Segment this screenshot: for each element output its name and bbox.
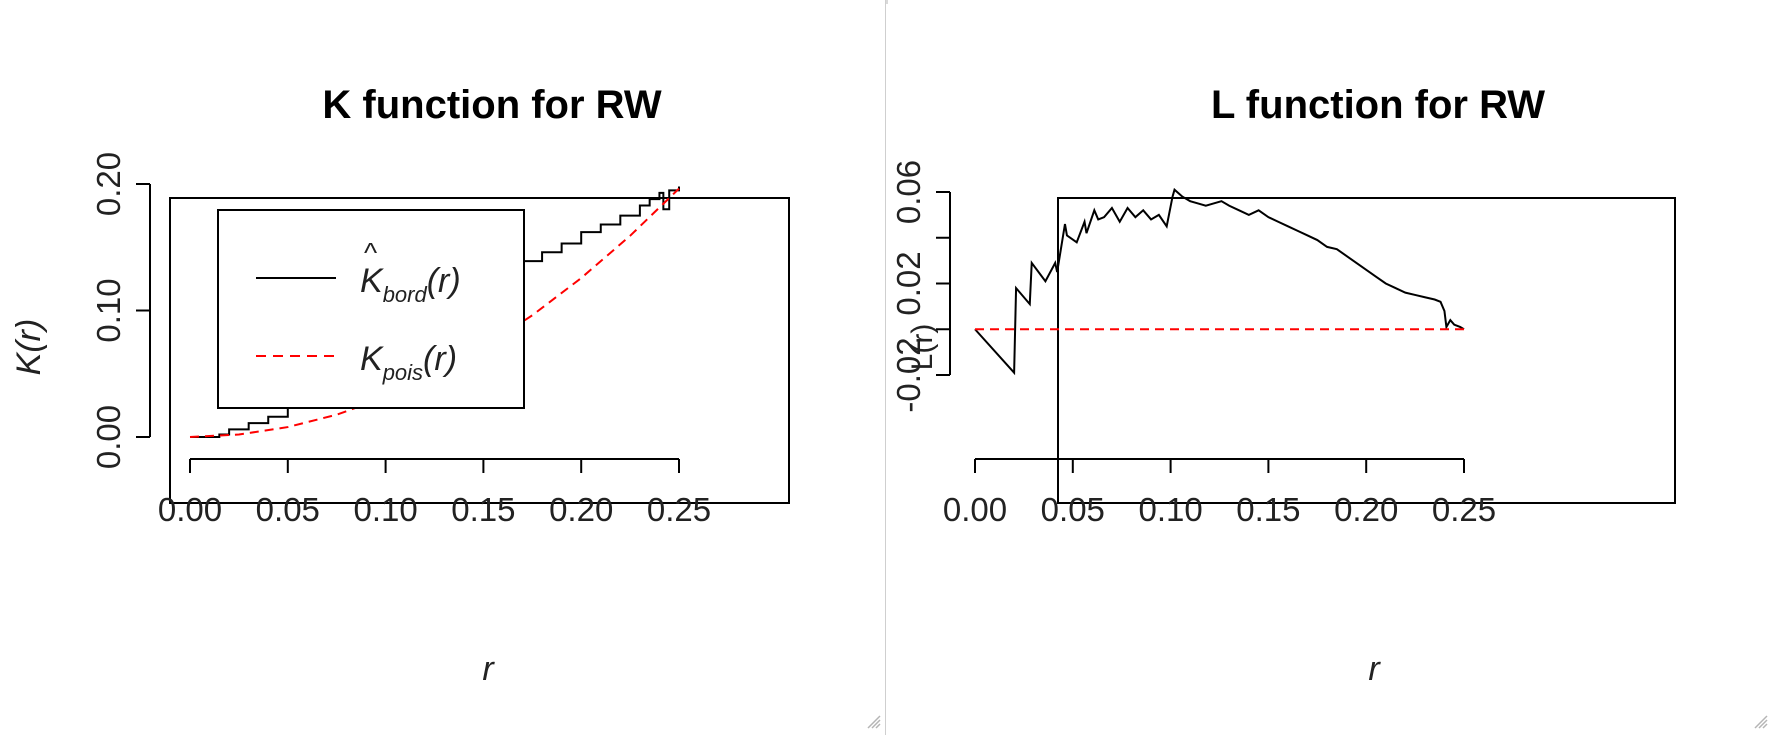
window-top-border — [0, 0, 1772, 4]
x-tick-label: 0.00 — [158, 491, 222, 528]
resize-grip-icon[interactable] — [1752, 713, 1768, 729]
chart-title: L function for RW — [1211, 83, 1545, 127]
series-layer — [974, 187, 1465, 376]
y-tick-label: 0.10 — [90, 278, 127, 342]
y-axis-label: K(r) — [10, 319, 48, 376]
x-tick-label: 0.10 — [353, 491, 417, 528]
y-tick-label: 0.06 — [890, 160, 927, 224]
l-function-panel: L function for RW 0.00 0.05 0.10 0.15 0.20 0.… — [888, 0, 1772, 735]
legend-hat-symbol: ^ — [364, 237, 377, 268]
y-axis-label: L(r) — [906, 324, 939, 371]
legend: Kbord(r) ^ Kpois(r) — [217, 209, 525, 409]
x-tick-label: 0.25 — [647, 491, 711, 528]
plot-frame — [169, 197, 790, 504]
x-tick-label: 0.15 — [1236, 491, 1300, 528]
y-tick-label: 0.00 — [90, 405, 127, 469]
y-axis: 0.00 0.10 0.20 — [90, 152, 151, 469]
y-tick-label: 0.20 — [90, 152, 127, 216]
series-1-line — [189, 187, 680, 438]
plot-frame — [1057, 197, 1676, 504]
x-tick-label: 0.20 — [1334, 491, 1398, 528]
x-axis: 0.00 0.05 0.10 0.15 0.20 0.25 — [943, 458, 1496, 528]
x-axis-label: r — [482, 650, 495, 688]
y-tick-label: -0.02 — [890, 337, 927, 412]
x-tick-label: 0.20 — [549, 491, 613, 528]
series-0-line — [974, 187, 1465, 376]
chart-title: K function for RW — [322, 83, 661, 127]
x-tick-label: 0.00 — [943, 491, 1007, 528]
x-tick-label: 0.15 — [451, 491, 515, 528]
x-tick-label: 0.05 — [1041, 491, 1105, 528]
legend-box — [217, 209, 525, 409]
k-function-chart: K function for RW 0.00 0.05 0.10 0.15 0.20 0.… — [10, 83, 790, 688]
legend-label-k-pois: Kpois(r) — [360, 340, 457, 385]
y-tick-label: 0.02 — [890, 251, 927, 315]
x-axis: 0.00 0.05 0.10 0.15 0.20 0.25 — [158, 458, 711, 528]
x-tick-label: 0.10 — [1138, 491, 1202, 528]
x-tick-label: 0.25 — [1432, 491, 1496, 528]
x-axis-label: r — [1368, 650, 1381, 688]
k-function-panel: K function for RW 0.00 0.05 0.10 0.15 0.20 0.… — [0, 0, 886, 735]
x-tick-label: 0.05 — [256, 491, 320, 528]
legend-label-k-bord: Kbord(r) — [360, 262, 461, 307]
y-axis: -0.02 0.02 0.06 — [890, 160, 951, 413]
resize-grip-icon[interactable] — [865, 713, 881, 729]
l-function-chart: L function for RW 0.00 0.05 0.10 0.15 0.20 0.… — [890, 83, 1676, 688]
